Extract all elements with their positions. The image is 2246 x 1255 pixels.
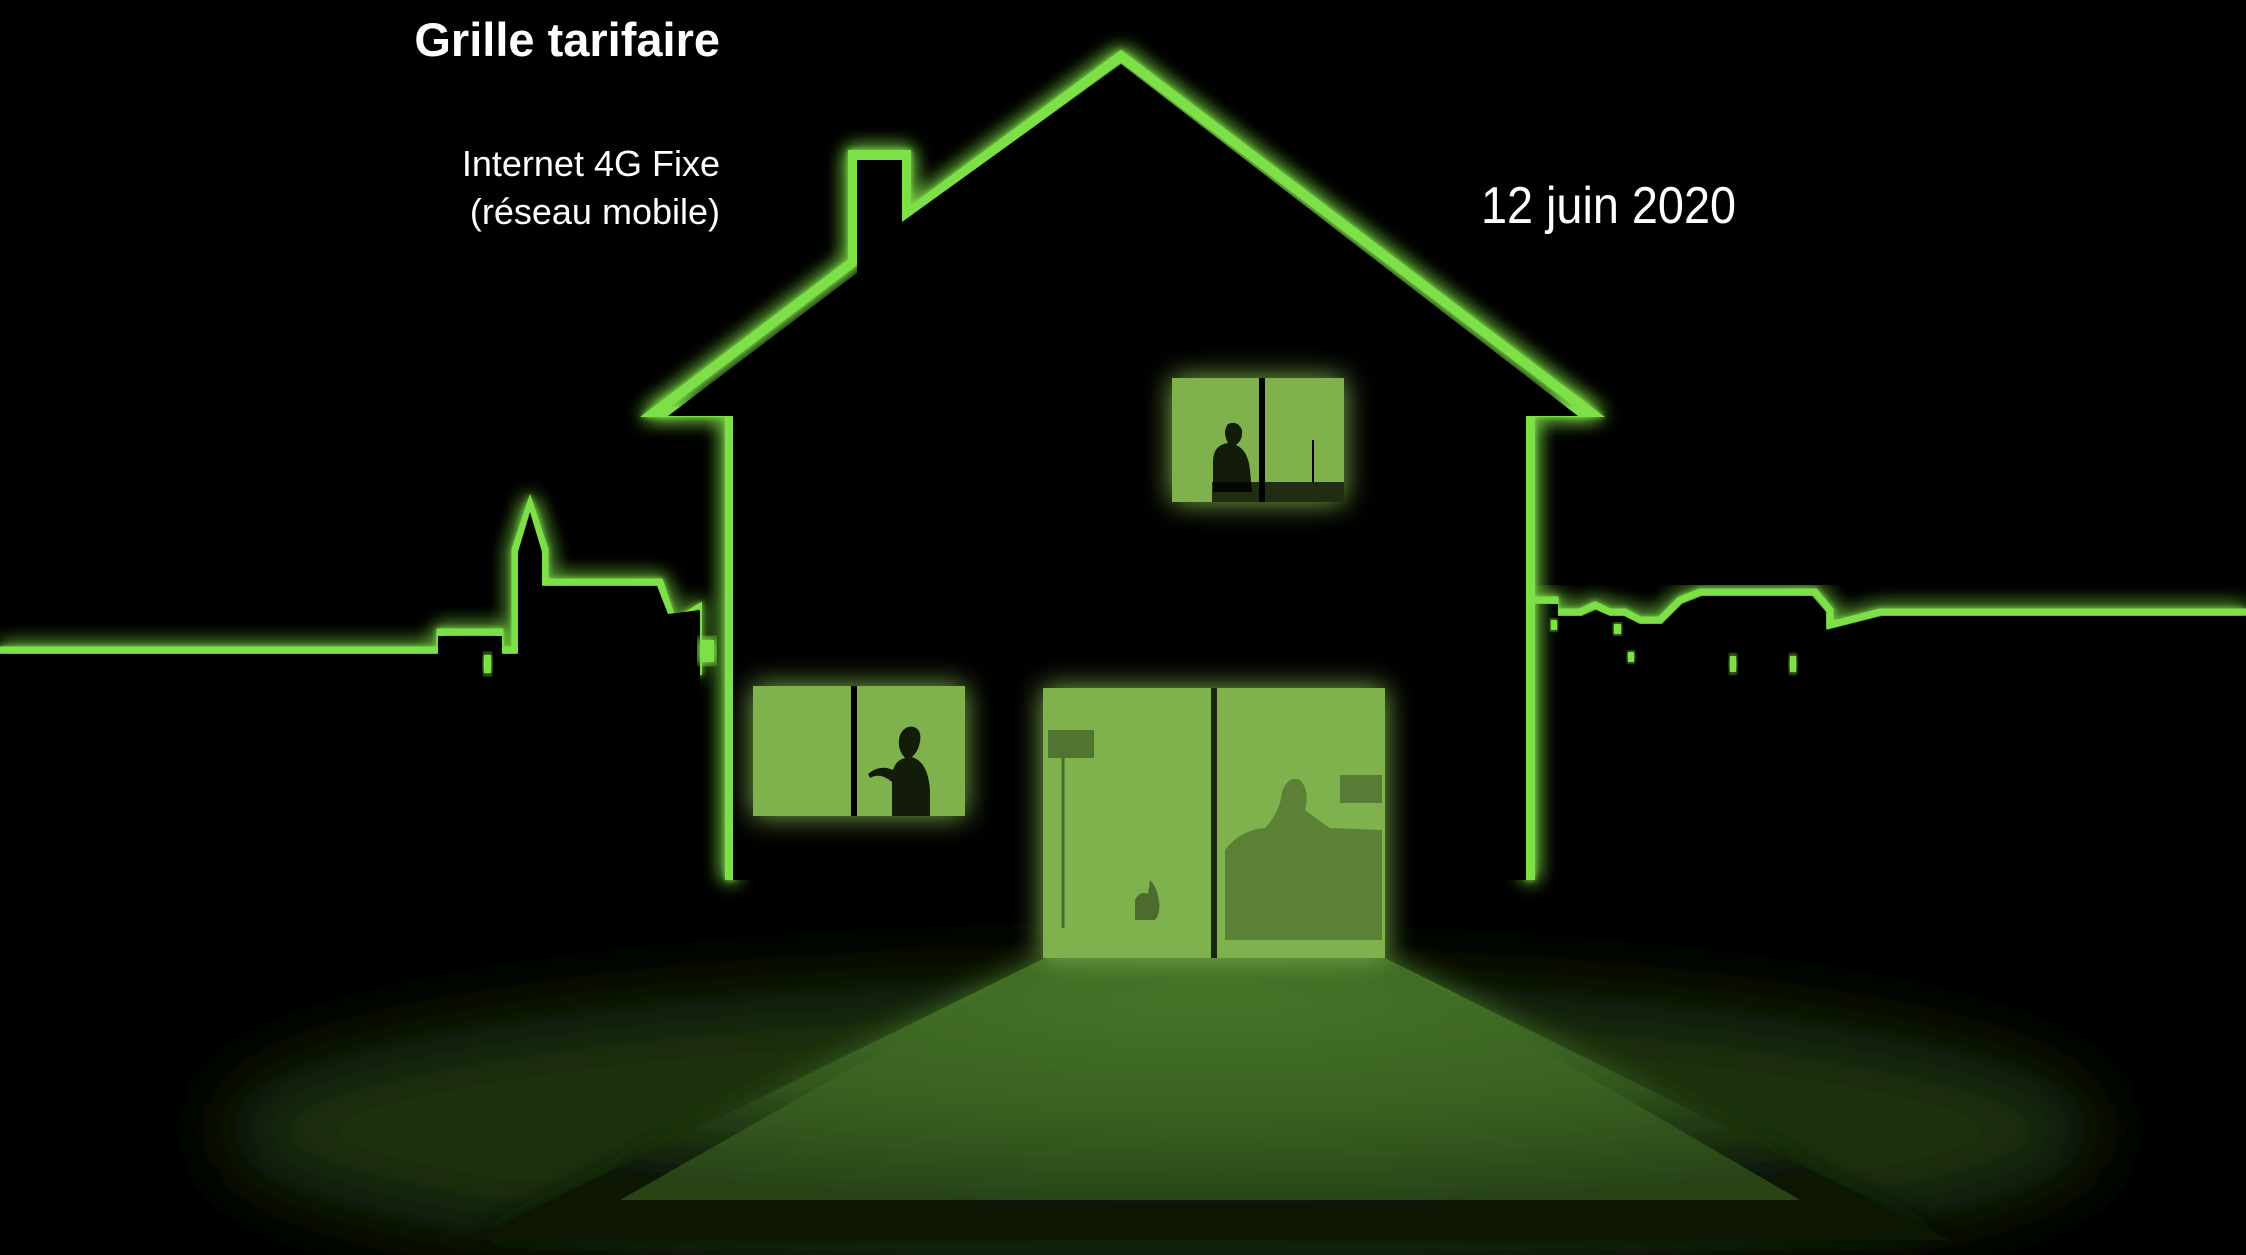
lower-left-window <box>753 686 965 816</box>
upper-window <box>1172 378 1344 502</box>
skyline-right-silhouette <box>1535 596 2246 900</box>
ground-light <box>220 958 2100 1255</box>
skyline-right <box>1535 588 2246 630</box>
house-body <box>668 64 1578 880</box>
page-title: Grille tarifaire <box>414 13 720 66</box>
subtitle-line-1: Internet 4G Fixe <box>461 143 720 184</box>
publication-date: 12 juin 2020 <box>1480 177 1736 235</box>
bay-door <box>1043 688 1385 958</box>
subtitle-line-2: (réseau mobile) <box>469 191 720 232</box>
page-subtitle: Internet 4G Fixe (réseau mobile) <box>0 140 720 236</box>
skyline-left-silhouette <box>0 512 714 900</box>
